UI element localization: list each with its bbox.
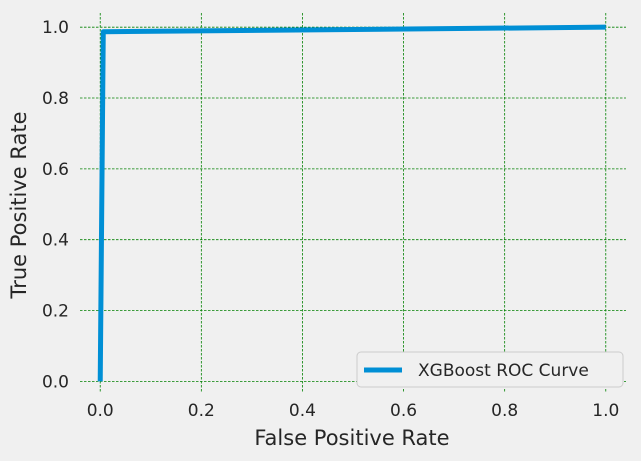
grid-layer: [80, 13, 626, 392]
legend: XGBoost ROC Curve: [356, 351, 624, 388]
x-axis-title: False Positive Rate: [254, 426, 449, 450]
legend-box: [356, 351, 624, 388]
x-tick-label: 0.6: [390, 401, 417, 421]
x-tick-label: 0.4: [289, 401, 316, 421]
x-tick-label: 0.0: [87, 401, 114, 421]
series-layer: [97, 24, 606, 382]
roc-curve-line: [97, 24, 606, 382]
legend-label: XGBoost ROC Curve: [418, 361, 589, 381]
y-tick-label: 1.0: [42, 18, 69, 38]
x-tick-label: 1.0: [592, 401, 619, 421]
tick-layer: 0.0 0.2 0.4 0.6 0.8 1.0 0.0 0.2 0.4 0.6 0.8 1.0: [42, 18, 619, 421]
x-tick-label: 0.8: [491, 401, 518, 421]
y-tick-label: 0.8: [42, 89, 69, 109]
y-tick-label: 0.2: [42, 302, 69, 322]
y-tick-label: 0.6: [42, 160, 69, 180]
y-tick-label: 0.4: [42, 231, 69, 251]
y-axis-title: True Positive Rate: [7, 111, 31, 299]
y-tick-label: 0.0: [42, 372, 69, 392]
x-tick-label: 0.2: [188, 401, 215, 421]
